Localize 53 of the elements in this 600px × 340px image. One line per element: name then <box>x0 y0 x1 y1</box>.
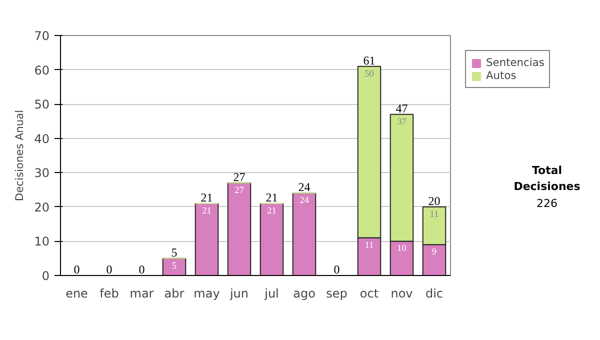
bar <box>260 203 284 276</box>
total-label: 0 <box>138 262 145 276</box>
total-label: 27 <box>233 170 246 184</box>
total-label: 20 <box>428 194 440 208</box>
y-tick-label: 10 <box>34 234 50 249</box>
data-label: 37 <box>397 117 407 128</box>
bar <box>227 182 252 276</box>
data-label: 11 <box>364 240 374 251</box>
total-label: 21 <box>200 190 213 204</box>
total-label: 61 <box>363 53 376 68</box>
data-label: 21 <box>267 206 277 216</box>
x-tick-label: sep <box>326 286 348 300</box>
y-axis-title: Decisiones Anual <box>13 110 26 202</box>
bar <box>162 258 186 276</box>
bar <box>194 203 219 276</box>
total-label: 21 <box>266 190 278 204</box>
data-label: 10 <box>397 244 407 254</box>
legend-label: Autos <box>486 69 516 82</box>
x-tick-label: mar <box>130 286 154 300</box>
total-label: 0 <box>334 262 340 276</box>
text: 226 <box>536 196 558 212</box>
y-tick-label: 40 <box>34 132 50 146</box>
data-label: 27 <box>234 186 244 196</box>
x-tick-label: oct <box>360 286 379 300</box>
x-tick-label: ene <box>66 286 88 300</box>
x-tick-label: may <box>194 286 220 300</box>
x-tick-label: dic <box>425 286 444 300</box>
data-label: 5 <box>172 261 177 272</box>
x-tick-label: abr <box>164 286 184 300</box>
total-label: 24 <box>298 180 310 194</box>
x-tick-label: jun <box>228 286 249 300</box>
x-tick-label: feb <box>100 286 119 300</box>
data-label: 11 <box>430 210 440 220</box>
total-label: 47 <box>396 101 408 116</box>
y-tick-label: 60 <box>34 63 50 78</box>
x-tick-label: ago <box>293 286 316 300</box>
y-tick-label: 70 <box>34 29 50 43</box>
legend-label: Sentencias <box>486 56 544 69</box>
data-label: 21 <box>202 206 212 216</box>
y-tick-label: 30 <box>34 166 50 180</box>
data-label: 24 <box>300 196 310 206</box>
x-tick-label: nov <box>390 286 413 300</box>
total-label: 5 <box>171 245 178 260</box>
data-label: 50 <box>364 69 374 80</box>
y-tick-label: 20 <box>34 200 50 214</box>
y-tick-label: 0 <box>42 269 50 283</box>
bar <box>292 192 316 276</box>
total-label: 0 <box>106 262 112 276</box>
y-tick-label: 50 <box>34 98 50 112</box>
text: Total Decisiones <box>512 163 582 194</box>
data-label: 9 <box>432 248 437 258</box>
total-label: 0 <box>74 262 80 276</box>
x-tick-label: jul <box>264 286 279 300</box>
